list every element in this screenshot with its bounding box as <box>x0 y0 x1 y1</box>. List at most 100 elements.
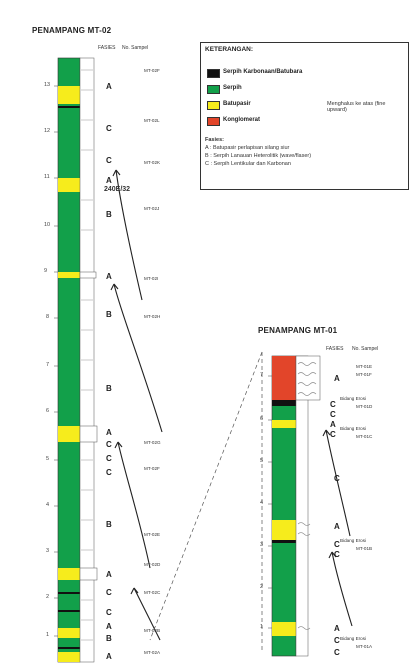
right-depth-tick: 7 <box>260 372 264 378</box>
left-strike-label: 240E/32 <box>104 186 131 193</box>
right-column <box>268 355 321 657</box>
right-erosion-label: Bidang Erosi <box>340 426 367 431</box>
legend-label-shale: Serpih <box>223 85 242 91</box>
left-sample-label: MT-02G <box>144 440 161 445</box>
right-sample-label: MT-01B <box>356 546 373 551</box>
left-facies-label: A <box>106 82 112 91</box>
right-facies-label: C <box>334 636 340 645</box>
left-coal-4 <box>58 647 80 649</box>
left-facies-label: B <box>106 520 112 529</box>
legend-fasies-a: A : Batupasir perlapisan silang siur <box>205 145 290 151</box>
left-sample-label: MT-02I <box>144 276 159 281</box>
right-facies-label: A <box>334 624 340 633</box>
right-facies-label: C <box>334 474 340 483</box>
left-coal-3 <box>58 610 80 612</box>
right-facies-label: A <box>330 420 336 429</box>
legend-swatch-shale <box>207 85 220 94</box>
left-sample-label: MT-02A <box>144 650 161 655</box>
left-sample-label: MT-02B <box>144 628 161 633</box>
right-erosion-label: Bidang Erosi <box>340 538 367 543</box>
right-erosion-label: Bidang Erosi <box>340 396 367 401</box>
left-sample-header: No. Sampel <box>122 45 149 51</box>
left-facies-label: C <box>106 468 112 477</box>
left-depth-tick: 12 <box>44 128 51 134</box>
left-fining-arrows <box>110 169 163 641</box>
right-fining-arrows <box>322 429 353 627</box>
left-depth-tick: 3 <box>46 548 50 554</box>
left-depth-tick: 5 <box>46 456 50 462</box>
left-facies-label: B <box>106 634 112 643</box>
right-sample-label: MT-01C <box>356 434 373 439</box>
right-facies-label: C <box>334 540 340 549</box>
left-sand-6 <box>58 628 80 638</box>
left-section-title: PENAMPANG MT-02 <box>32 26 112 35</box>
left-depth-tick: 10 <box>44 222 51 228</box>
left-facies-label: C <box>106 124 112 133</box>
left-facies-label: C <box>106 440 112 449</box>
left-facies-label: B <box>106 384 112 393</box>
left-facies-label: A <box>106 428 112 437</box>
right-erosion-label: Bidang Erosi <box>340 636 367 641</box>
left-depth-tick: 9 <box>44 268 48 274</box>
right-facies-label: C <box>330 410 336 419</box>
left-facies-label: C <box>106 454 112 463</box>
left-facies-label: A <box>106 176 112 185</box>
right-sample-label: MT-01F <box>356 372 372 377</box>
left-sand-4 <box>58 426 80 442</box>
left-sample-label: MT-02F <box>144 68 160 73</box>
right-sample-header: No. Sampel <box>352 346 379 352</box>
left-depth-tick: 2 <box>46 594 50 600</box>
left-sample-label: MT-02H <box>144 314 161 319</box>
right-facies-label: C <box>334 648 340 657</box>
right-sample-label: MT-01A <box>356 644 373 649</box>
right-depth-tick: 4 <box>260 500 264 506</box>
legend-fasies-b: B : Serpih Lanauan Heterolitik (wave/fla… <box>205 153 312 159</box>
legend-label-cong: Konglomerat <box>223 117 261 123</box>
left-sand-7 <box>58 652 80 662</box>
left-fasies-header: FASIES <box>98 45 116 51</box>
legend-fining-note: Menghalus ke atas (fine upward) <box>327 101 386 113</box>
legend-box: KETERANGAN: Serpih Karbonaan/Batubara Se… <box>200 42 409 190</box>
correlation-lines <box>149 351 263 652</box>
left-depth-tick: 6 <box>46 408 50 414</box>
right-depth-tick: 3 <box>260 542 264 548</box>
right-facies-label: C <box>330 430 336 439</box>
right-fasies-header: FASIES <box>326 346 344 352</box>
left-sample-label: MT-02L <box>144 118 160 123</box>
left-depth-tick: 11 <box>44 174 50 180</box>
left-sample-label: MT-02F <box>144 466 160 471</box>
left-facies-label: C <box>106 588 112 597</box>
right-depth-tick: 2 <box>260 584 264 590</box>
left-depth-tick: 13 <box>44 82 51 88</box>
right-sample-label: MT-01E <box>356 364 373 369</box>
left-sample-label: MT-02C <box>144 590 161 595</box>
right-facies-label: A <box>334 374 340 383</box>
left-facies-label: A <box>106 272 112 281</box>
legend-label-coal: Serpih Karbonaan/Batubara <box>223 69 303 75</box>
left-sample-label: MT-02K <box>144 160 161 165</box>
left-facies-label: B <box>106 310 112 319</box>
legend-fasies-c: C : Serpih Lentikular dan Karbonan <box>205 161 291 167</box>
right-section-title: PENAMPANG MT-01 <box>258 326 338 335</box>
left-sample-label: MT-02J <box>144 206 160 211</box>
left-facies-label: C <box>106 608 112 617</box>
left-sand-2 <box>58 178 80 192</box>
left-sand-5 <box>58 568 80 580</box>
left-coal-2 <box>58 592 80 594</box>
left-facies-label: A <box>106 652 112 661</box>
left-depth-tick: 1 <box>46 632 50 638</box>
left-sand-top <box>58 86 80 104</box>
legend-title: KETERANGAN: <box>205 46 254 53</box>
left-facies-label: B <box>106 210 112 219</box>
left-coal-1 <box>58 106 80 108</box>
left-sample-label: MT-02E <box>144 532 161 537</box>
left-facies-label: A <box>106 622 112 631</box>
left-sand-3 <box>58 272 80 278</box>
right-facies-label: C <box>330 400 336 409</box>
left-facies-label: C <box>106 156 112 165</box>
left-column <box>54 57 98 663</box>
left-depth-tick: 7 <box>46 362 50 368</box>
left-depth-tick: 4 <box>46 502 50 508</box>
legend-swatch-coal <box>207 69 220 78</box>
